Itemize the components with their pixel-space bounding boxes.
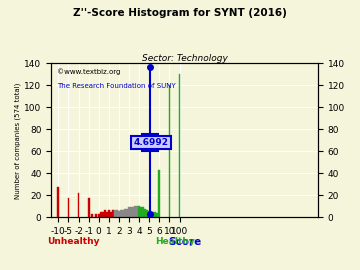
Bar bbox=[132, 207, 134, 217]
Title: Sector: Technology: Sector: Technology bbox=[142, 53, 228, 62]
Bar bbox=[136, 206, 138, 217]
Y-axis label: Number of companies (574 total): Number of companies (574 total) bbox=[15, 82, 22, 198]
Text: ©www.textbiz.org: ©www.textbiz.org bbox=[57, 68, 120, 75]
Bar bbox=[100, 212, 102, 217]
Bar bbox=[152, 212, 154, 217]
Bar bbox=[126, 208, 128, 217]
Bar bbox=[118, 211, 120, 217]
Bar bbox=[128, 207, 130, 217]
Bar bbox=[134, 206, 136, 217]
X-axis label: Score: Score bbox=[168, 238, 201, 248]
Bar bbox=[179, 74, 180, 217]
Bar bbox=[98, 214, 100, 217]
Bar bbox=[138, 206, 140, 217]
Bar bbox=[88, 198, 90, 217]
Bar bbox=[157, 213, 158, 217]
Bar bbox=[110, 212, 112, 217]
Bar bbox=[112, 210, 114, 217]
Bar bbox=[95, 214, 96, 217]
Bar bbox=[91, 214, 93, 217]
Bar bbox=[142, 207, 144, 217]
Bar bbox=[147, 210, 148, 217]
Bar bbox=[124, 208, 126, 217]
Text: Unhealthy: Unhealthy bbox=[47, 237, 100, 246]
Bar bbox=[104, 210, 106, 217]
Bar bbox=[102, 212, 104, 217]
Bar bbox=[148, 211, 150, 217]
Bar bbox=[144, 208, 146, 217]
Bar bbox=[150, 212, 152, 217]
Bar bbox=[57, 187, 59, 217]
Text: Z''-Score Histogram for SYNT (2016): Z''-Score Histogram for SYNT (2016) bbox=[73, 8, 287, 18]
Bar bbox=[108, 210, 110, 217]
Bar bbox=[130, 207, 132, 217]
Bar bbox=[116, 210, 118, 217]
Text: The Research Foundation of SUNY: The Research Foundation of SUNY bbox=[57, 83, 175, 89]
Bar bbox=[140, 207, 142, 217]
Bar bbox=[168, 85, 170, 217]
Bar bbox=[68, 198, 69, 217]
Text: 4.6992: 4.6992 bbox=[133, 138, 168, 147]
Bar bbox=[120, 210, 122, 217]
Text: Healthy: Healthy bbox=[155, 237, 194, 246]
Bar bbox=[114, 210, 116, 217]
Bar bbox=[158, 170, 160, 217]
Bar bbox=[78, 193, 80, 217]
Bar bbox=[154, 212, 156, 217]
Bar bbox=[106, 212, 108, 217]
Bar bbox=[122, 210, 124, 217]
